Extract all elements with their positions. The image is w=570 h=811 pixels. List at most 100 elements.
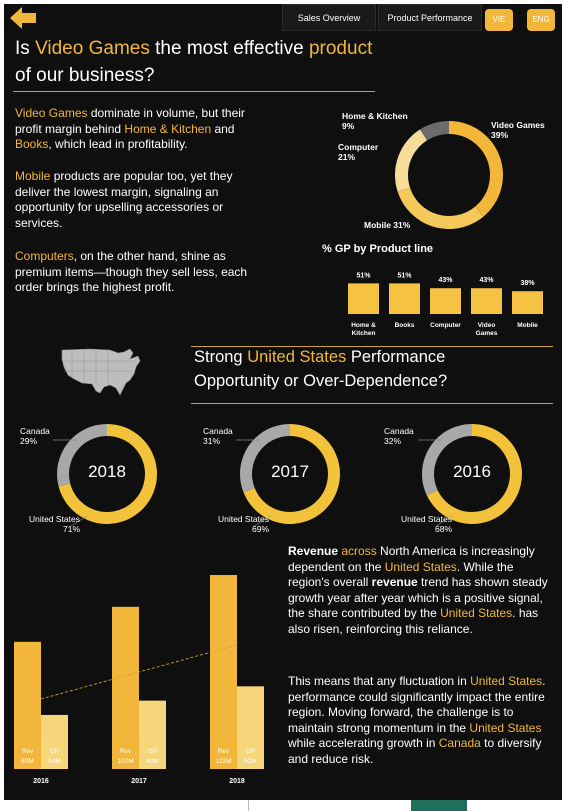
lang-vie-button[interactable]: VIE <box>485 9 513 31</box>
highlighted-text: Video Games <box>35 38 150 59</box>
gp-bar-category-label: Kitchen <box>352 330 376 337</box>
page-bottom-area <box>0 800 570 811</box>
year-axis-label: 2017 <box>131 778 147 785</box>
donut-2017-us-label: United States 69% <box>217 514 269 534</box>
gp-bar-category-label: Mobile <box>517 322 538 329</box>
highlighted-text: United States <box>440 606 513 620</box>
text-span: Strong <box>194 348 248 366</box>
donut-label-video-games: Video Games 39% <box>491 120 545 140</box>
revenue-bar <box>112 606 139 769</box>
section1-title: Is Video Games the most effective produc… <box>15 35 385 89</box>
highlighted-text: Computers <box>15 249 74 263</box>
bar-series-label: GP <box>148 748 157 755</box>
bar-value-label: 122M <box>215 758 231 765</box>
text-span: of our business? <box>15 65 155 86</box>
donut-year-2018: 2018 <box>88 462 126 481</box>
gp-bar <box>139 700 166 769</box>
highlighted-text: United States <box>247 348 347 366</box>
text-span: Is <box>15 38 36 59</box>
us-map-icon <box>61 348 141 396</box>
gp-chart-title: % GP by Product line <box>322 243 434 255</box>
revenue-bar <box>14 641 41 769</box>
text-span: the most effective <box>149 38 309 59</box>
bar-value-label: 102M <box>117 758 133 765</box>
lang-eng-button[interactable]: ENG <box>527 9 555 31</box>
bar-series-label: Rev <box>22 748 34 755</box>
bottom-divider <box>248 800 249 811</box>
gp-bar-value-label: 38% <box>520 280 535 287</box>
donut-2016-canada-label: Canada 32% <box>384 426 414 446</box>
product-mix-donut-chart <box>395 121 503 229</box>
revenue-gp-bar-chart: Rev 80M GP 34M 2016 Rev 102M GP 43M 2017 Rev 122M GP… <box>14 575 264 785</box>
country-share-donut-2016 <box>418 424 522 527</box>
highlighted-text: Books <box>15 137 49 151</box>
insight-paragraph-1: Video Games dominate in volume, but thei… <box>15 106 265 153</box>
slice-canada <box>56 424 107 487</box>
gp-bar <box>348 283 379 314</box>
text-span: North America <box>380 544 457 558</box>
tab-sales-overview[interactable]: Sales Overview <box>282 4 376 31</box>
gp-bar <box>237 686 264 769</box>
north-america-paragraph-2: This means that any fluctuation in Unite… <box>288 674 554 767</box>
gp-bar <box>471 288 502 314</box>
donut-label-mobile: Mobile 31% <box>364 220 411 230</box>
highlighted-text: product <box>308 38 373 59</box>
bar-series-label: Rev <box>218 748 230 755</box>
slice-canada <box>240 424 290 493</box>
year-axis-label: 2016 <box>33 778 49 785</box>
section2-bottom-rule <box>191 403 553 404</box>
text-span: to diversify and reduce risk. <box>288 736 542 766</box>
text-span: . performance could significantly impact… <box>288 674 546 735</box>
dashboard-panel: Sales Overview Product Performance VIE E… <box>4 4 562 800</box>
donut-label-home-kitchen: Home & Kitchen 9% <box>342 111 408 131</box>
text-span: trend has shown steady growth year after… <box>288 575 548 620</box>
year-axis-label: 2018 <box>229 778 245 785</box>
insight-paragraph-3: Computers, on the other hand, shine as p… <box>15 249 265 296</box>
gp-bar-category-label: Home & <box>351 322 376 329</box>
text-span: products are popular too, yet they deliv… <box>15 169 233 230</box>
highlighted-text: Mobile <box>15 169 51 183</box>
highlighted-text: across <box>338 544 381 558</box>
country-share-donut-2017 <box>236 424 340 527</box>
gp-bar <box>430 288 461 314</box>
highlighted-text: Canada <box>438 736 481 750</box>
gp-bar-category-label: Games <box>476 330 498 337</box>
bar-value-label: 80M <box>21 758 34 765</box>
gp-bar-value-label: 43% <box>438 277 453 284</box>
donut-2017-canada-label: Canada 31% <box>203 426 233 446</box>
gp-bar-value-label: 43% <box>479 277 494 284</box>
text-span: and <box>211 121 235 136</box>
highlighted-text: Video Games <box>15 106 88 120</box>
bold-text: revenue <box>371 575 418 589</box>
bold-text: Revenue <box>288 544 339 558</box>
slice-canada <box>422 424 472 496</box>
gp-bar-value-label: 51% <box>397 272 412 279</box>
bar-series-label: GP <box>246 748 255 755</box>
gp-bar-category-label: Video <box>478 322 496 329</box>
leader-line <box>253 515 271 527</box>
slice-video-games <box>449 121 503 217</box>
text-span: , on the other hand, shine as premium it… <box>15 249 248 294</box>
donut-2018-us-label: United States 71% <box>28 514 80 534</box>
slice-home-kitchen <box>420 121 449 141</box>
donut-label-computer: Computer 21% <box>338 142 379 162</box>
tab-product-performance[interactable]: Product Performance <box>378 4 482 31</box>
highlighted-text: United States <box>384 559 457 574</box>
text-span: This means that any fluctuation in <box>288 674 471 688</box>
back-arrow-icon[interactable] <box>10 7 42 29</box>
text-span: dominate in volume, but their profit mar… <box>15 106 245 136</box>
gp-bar-value-label: 51% <box>356 272 371 279</box>
highlighted-text: Home & Kitchen <box>124 121 212 136</box>
revenue-bar <box>210 575 237 769</box>
bar-series-label: GP <box>50 748 59 755</box>
country-share-donut-2018 <box>53 424 157 527</box>
donut-2018-canada-label: Canada 29% <box>20 426 50 446</box>
text-span: is increasingly dependent on the <box>288 544 535 574</box>
bar-series-label: Rev <box>120 748 132 755</box>
leader-line <box>70 515 88 527</box>
text-span: . While the region's overall <box>288 559 514 590</box>
text-span: Performance Opportunity or Over-Dependen… <box>194 348 448 390</box>
gp-bar-category-label: Computer <box>430 322 461 329</box>
text-span: , which lead in profitability. <box>48 137 188 151</box>
bottom-accent-tab[interactable] <box>411 800 467 811</box>
